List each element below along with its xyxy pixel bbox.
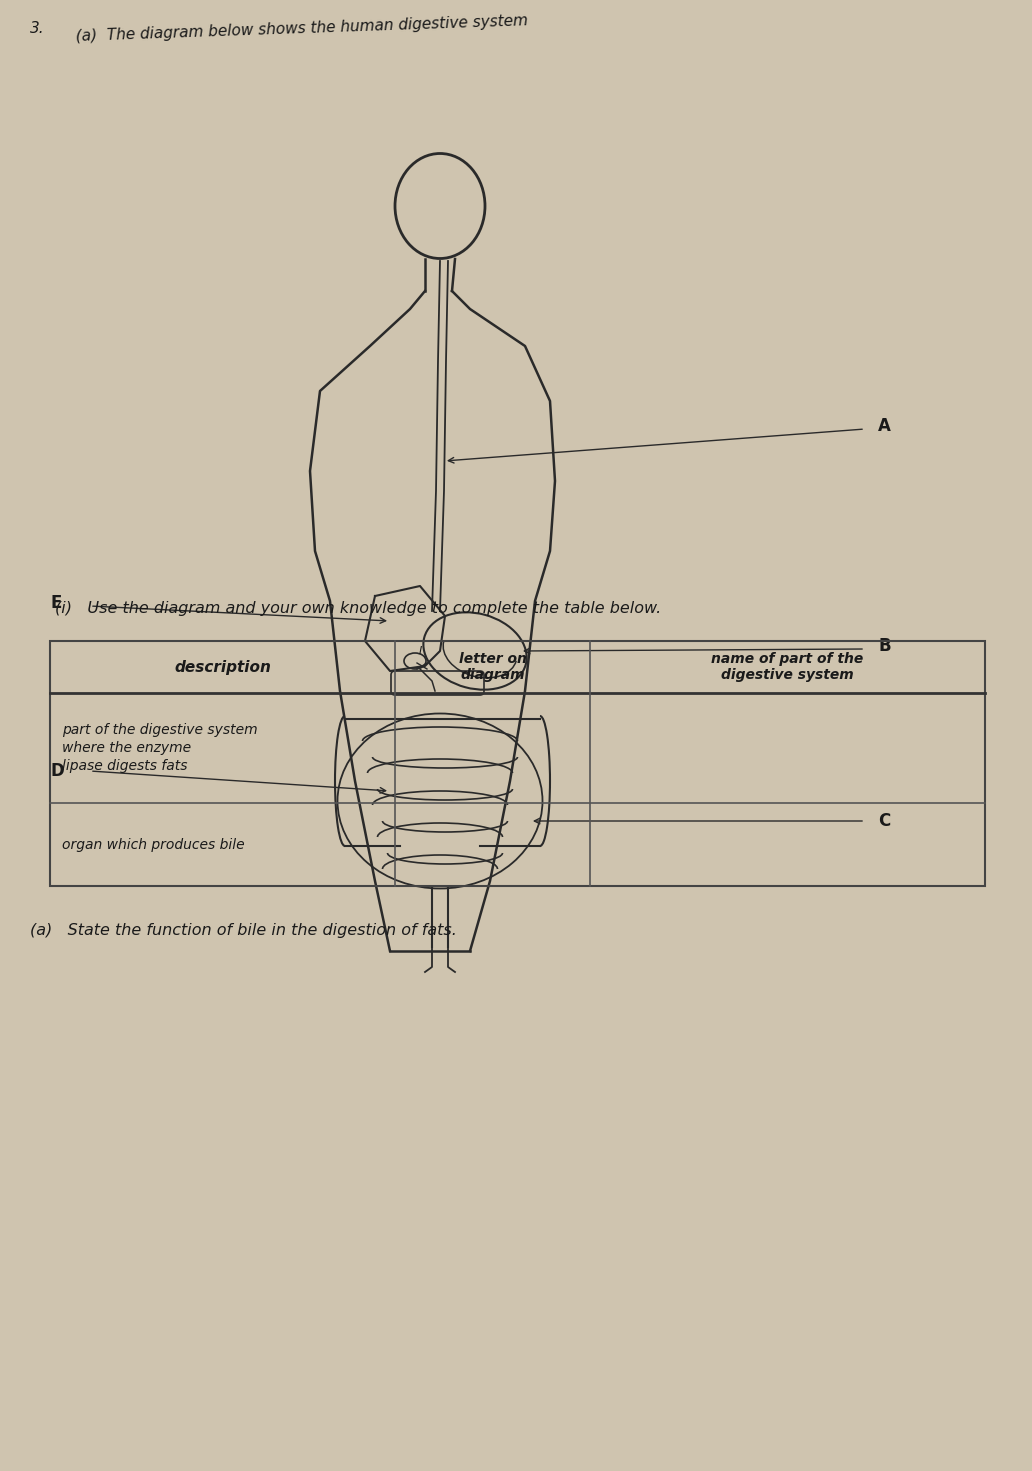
Text: E: E	[50, 594, 61, 612]
Text: I: I	[418, 646, 422, 656]
Text: A: A	[878, 416, 891, 435]
Text: (i)   Use the diagram and your own knowledge to complete the table below.: (i) Use the diagram and your own knowled…	[55, 602, 662, 616]
Bar	[50, 641, 985, 886]
Text: C: C	[878, 812, 891, 830]
Text: organ which produces bile: organ which produces bile	[62, 837, 245, 852]
Text: letter on
diagram: letter on diagram	[458, 652, 526, 683]
Text: (a)  The diagram below shows the human digestive system: (a) The diagram below shows the human di…	[75, 13, 527, 44]
Text: part of the digestive system
where the enzyme
lipase digests fats: part of the digestive system where the e…	[62, 722, 258, 774]
Text: description: description	[174, 659, 271, 675]
Text: 3.: 3.	[30, 21, 44, 35]
Text: D: D	[50, 762, 64, 780]
Text: B: B	[878, 637, 891, 655]
Text: (a)   State the function of bile in the digestion of fats.: (a) State the function of bile in the di…	[30, 922, 457, 938]
Text: name of part of the
digestive system: name of part of the digestive system	[711, 652, 864, 683]
